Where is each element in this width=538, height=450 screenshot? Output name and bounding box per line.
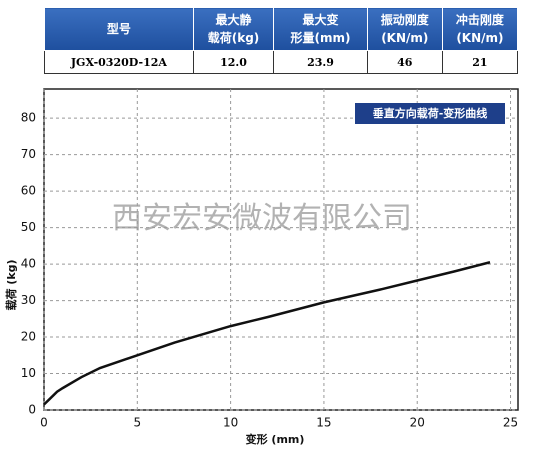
y-tick-label: 50 [21, 220, 36, 234]
legend-box [355, 103, 505, 124]
header-text: 载荷(kg) [207, 31, 260, 45]
header-text: (KN/m) [456, 31, 504, 45]
header-cell: 振动刚度 (KN/m) [366, 7, 443, 51]
y-tick-label: 80 [21, 111, 36, 125]
line [43, 261, 491, 406]
table-row: JGX-0320D-12A 12.0 23.9 46 21 [44, 50, 519, 74]
x-tick-label: 10 [223, 416, 238, 430]
y-axis-label: 载荷 (kg) [4, 259, 18, 310]
plot-frame [43, 88, 519, 411]
header-text: 形量(mm) [290, 31, 351, 45]
y-tick-label: 10 [21, 366, 36, 380]
y-tick-label: 30 [21, 293, 36, 307]
spec-table: 型号 最大静载荷(kg) 最大变形量(mm) 振动刚度 (KN/m) 冲击刚度 (KN/m)… [44, 7, 519, 74]
y-tick-label: 60 [21, 184, 36, 198]
x-tick-label: 0 [40, 416, 48, 430]
header-text: 振动刚度 [380, 13, 429, 27]
header-text: 最大变 [302, 13, 339, 27]
header-text: (KN/m) [381, 31, 429, 45]
header-cell: 最大变形量(mm) [273, 7, 368, 51]
legend-label: 垂直方向载荷-变形曲线 [373, 106, 488, 120]
y-tick-label: 0 [28, 403, 36, 417]
watermark: 西安宏安微波有限公司 [112, 201, 412, 236]
header-text: 最大静 [215, 13, 252, 27]
header-cell: 型号 [44, 7, 194, 51]
x-tick-label: 15 [316, 416, 331, 430]
header-text: 型号 [106, 22, 131, 36]
x-tick-label: 25 [503, 416, 518, 430]
x-axis-label: 变形 (mm) [246, 432, 305, 446]
y-tick-label: 20 [21, 330, 36, 344]
y-tick-label: 70 [21, 147, 36, 161]
table-cell: 23.9 [273, 50, 368, 74]
x-tick-label: 5 [133, 416, 141, 430]
x-tick-label: 20 [410, 416, 425, 430]
table-cell: 12.0 [192, 50, 275, 74]
table-cell: JGX-0320D-12A [44, 50, 194, 74]
header-text: 冲击刚度 [455, 13, 504, 27]
y-tick-label: 40 [21, 257, 36, 271]
table-header: 型号 最大静载荷(kg) 最大变形量(mm) 振动刚度 (KN/m) 冲击刚度 (KN/m) [44, 7, 519, 51]
table-cell: 21 [441, 50, 519, 74]
